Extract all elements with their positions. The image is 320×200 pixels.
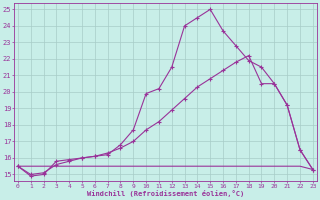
X-axis label: Windchill (Refroidissement éolien,°C): Windchill (Refroidissement éolien,°C): [87, 190, 244, 197]
